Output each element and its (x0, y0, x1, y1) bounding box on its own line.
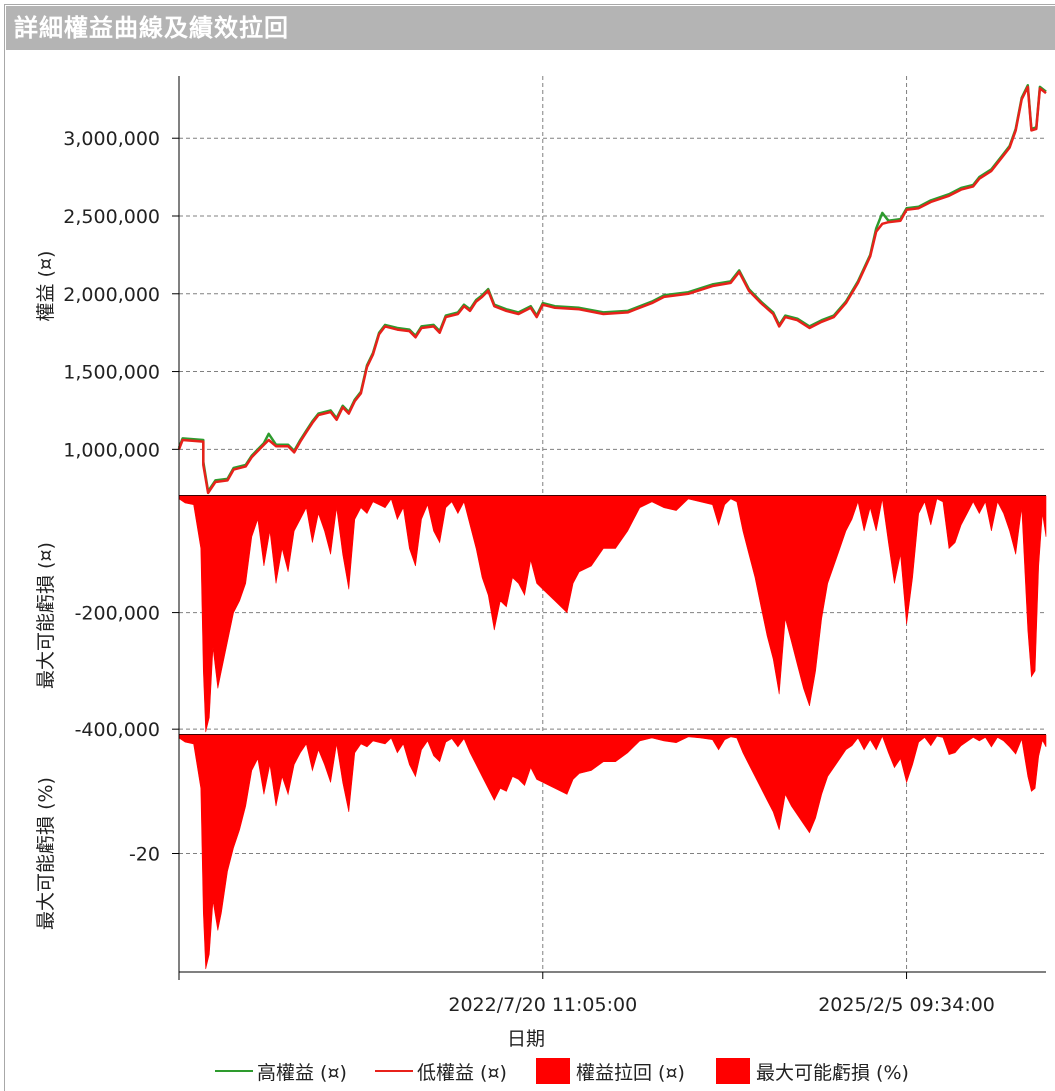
drawdown-value-panel-y-axis-label: 最大可能虧損 (¤) (35, 542, 57, 689)
equity-panel-y-tick-label-0: 1,000,000 (63, 439, 160, 461)
legend-high-equity[interactable]: 高權益 (¤) (215, 1056, 347, 1086)
equity-panel: 1,000,000 1,500,000 2,000,000 2,500,000 3,00… (35, 84, 1047, 497)
drawdown-percent-panel-y-axis-label: 最大可能虧損 (%) (35, 777, 57, 930)
legend-high-equity-swatch (215, 1070, 253, 1072)
legend-equity-drawdown[interactable]: 權益拉回 (¤) (536, 1056, 685, 1086)
equity-panel-y-tick-label-1: 1,500,000 (63, 362, 160, 384)
legend-high-equity-label: 高權益 (¤) (257, 1061, 347, 1084)
equity-panel-y-tick-label-4: 3,000,000 (63, 128, 160, 150)
drawdown-value-panel: -200,000 -400,000 最大可能虧損 (¤) (35, 495, 1047, 741)
equity-panel-series-low (177, 85, 1047, 495)
window-title: 詳細權益曲線及績效拉回 (6, 6, 1055, 50)
x-axis-label: 日期 (507, 1028, 545, 1050)
equity-drawdown-chart: 2022/7/20 11:05:00 2025/2/5 09:34:00 日期 1,0… (35, 76, 1047, 1050)
drawdown-percent-panel-area (178, 734, 1047, 970)
x-tick-label-1: 2025/2/5 09:34:00 (818, 994, 995, 1016)
drawdown-value-panel-area (178, 495, 1047, 733)
legend-max-loss-pct[interactable]: 最大可能虧損 (%) (716, 1056, 909, 1086)
legend-equity-drawdown-label: 權益拉回 (¤) (576, 1061, 685, 1084)
legend-low-equity-swatch (375, 1070, 413, 1072)
drawdown-value-panel-y-tick-label-0: -200,000 (75, 603, 160, 625)
equity-panel-series-high (177, 84, 1047, 493)
x-tick-label-0: 2022/7/20 11:05:00 (448, 994, 637, 1016)
legend-low-equity-label: 低權益 (¤) (417, 1061, 507, 1084)
legend-max-loss-pct-label: 最大可能虧損 (%) (756, 1061, 909, 1084)
legend-low-equity[interactable]: 低權益 (¤) (375, 1056, 507, 1086)
legend-equity-drawdown-swatch (536, 1058, 570, 1084)
equity-panel-y-tick-label-2: 2,000,000 (63, 284, 160, 306)
drawdown-value-panel-y-tick-label-1: -400,000 (75, 719, 160, 741)
equity-panel-y-tick-label-3: 2,500,000 (63, 206, 160, 228)
legend-max-loss-pct-swatch (716, 1058, 750, 1084)
drawdown-percent-panel-y-tick-label-0: -20 (129, 844, 160, 866)
chart-legend: 高權益 (¤) 低權益 (¤) 權益拉回 (¤) 最大可能虧損 (%) (0, 1056, 1055, 1086)
drawdown-percent-panel: -20 最大可能虧損 (%) (35, 734, 1047, 973)
equity-panel-y-axis-label: 權益 (¤) (35, 251, 57, 322)
